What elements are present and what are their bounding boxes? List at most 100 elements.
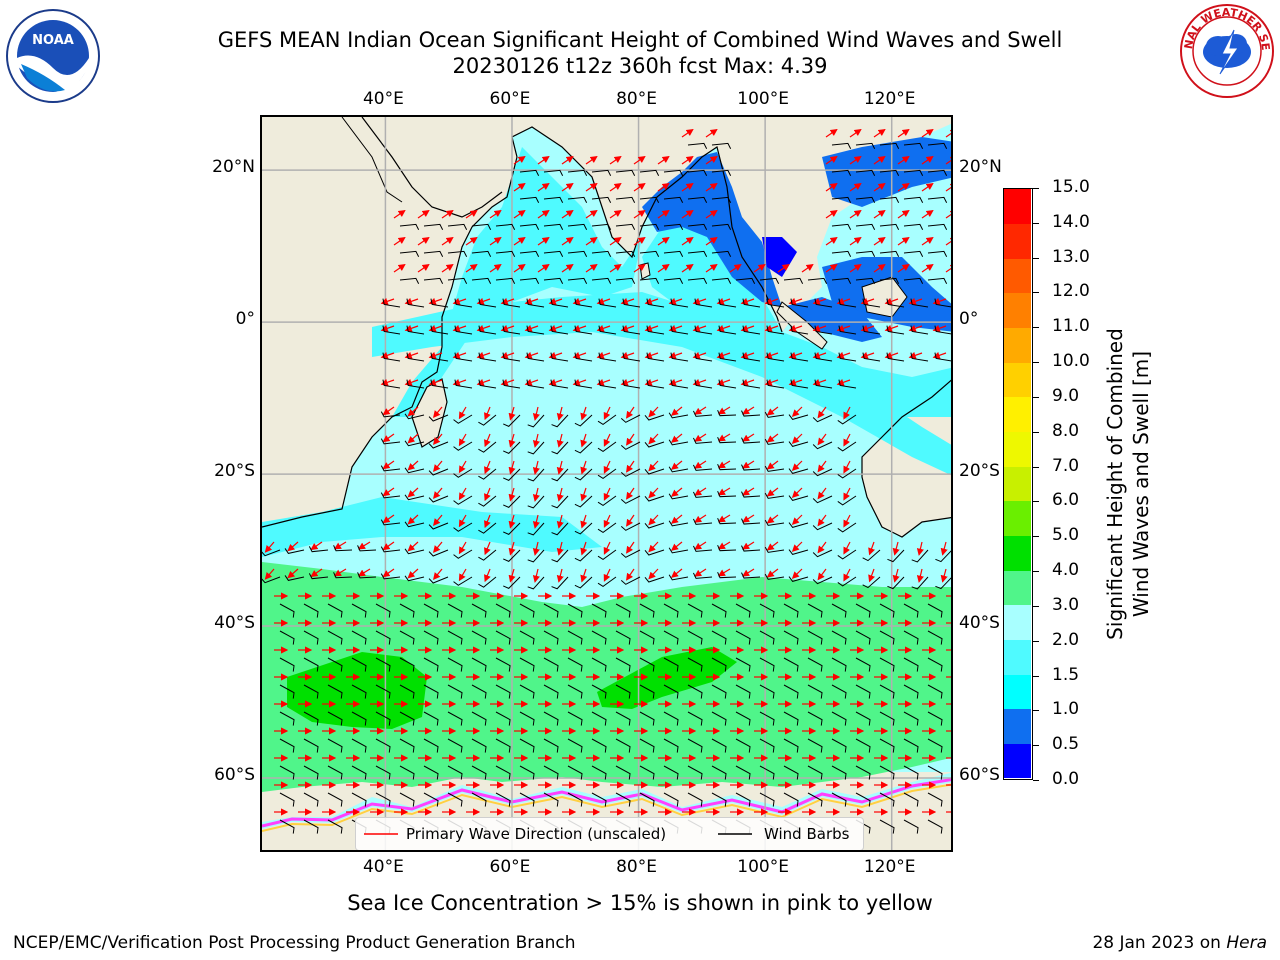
wave-direction-arrow xyxy=(484,406,491,421)
wind-barb xyxy=(837,495,857,506)
wind-barb xyxy=(692,545,713,552)
wind-barb xyxy=(382,325,401,335)
wind-barb xyxy=(404,413,425,420)
wind-barb xyxy=(543,684,559,699)
wave-direction-arrow xyxy=(626,541,635,554)
wave-direction-arrow xyxy=(717,487,731,496)
wave-direction-arrow xyxy=(868,541,875,556)
wind-barb xyxy=(543,738,559,753)
wind-barb xyxy=(622,298,641,308)
noaa-logo: NOAA xyxy=(6,9,100,103)
wind-barb xyxy=(670,298,689,308)
wave-direction-arrow xyxy=(626,487,635,500)
wave-direction-arrow xyxy=(357,541,371,550)
wind-barb xyxy=(790,325,809,335)
wave-direction-arrow xyxy=(849,263,862,273)
wind-barb xyxy=(303,765,319,780)
wave-direction-arrow xyxy=(537,182,550,192)
wave-direction-arrow xyxy=(791,460,803,471)
colorbar-tick-mark xyxy=(1033,571,1039,573)
wind-barb xyxy=(694,325,713,335)
wind-barb xyxy=(598,379,617,389)
lon-tick-label: 40°E xyxy=(362,857,404,877)
wind-barb xyxy=(430,298,449,308)
wind-barb xyxy=(952,793,953,807)
wave-direction-arrow xyxy=(287,541,299,552)
wind-barb xyxy=(639,738,655,753)
lon-tick-label: 80°E xyxy=(616,857,657,877)
wind-barb xyxy=(639,792,655,807)
wind-barb xyxy=(279,603,295,618)
wind-barb xyxy=(911,549,929,563)
wave-direction-arrow xyxy=(417,209,430,219)
wind-barb xyxy=(495,603,511,618)
wind-barb xyxy=(591,765,607,780)
wave-direction-arrow xyxy=(843,487,851,501)
wind-barb xyxy=(855,738,871,753)
wind-barb xyxy=(735,765,751,780)
wind-barb xyxy=(495,684,511,699)
wind-barb xyxy=(380,492,401,499)
wave-direction-arrow xyxy=(407,541,419,552)
colorbar-segment xyxy=(1004,189,1031,225)
wind-barb xyxy=(735,630,751,645)
wind-barb xyxy=(375,738,391,753)
wave-direction-arrow xyxy=(417,263,430,273)
wind-barb xyxy=(807,603,823,618)
wave-direction-arrow xyxy=(825,263,838,273)
wind-barb xyxy=(597,576,617,587)
wave-direction-arrow xyxy=(849,236,862,246)
wind-barb xyxy=(550,352,569,362)
lat-tick-label: 20°N xyxy=(959,157,1002,178)
wind-barb xyxy=(692,410,713,417)
wind-barb xyxy=(430,379,449,389)
wave-direction-arrow xyxy=(873,263,886,273)
wind-barb xyxy=(879,630,895,645)
wave-direction-arrow xyxy=(717,568,731,577)
wind-barb xyxy=(478,549,497,561)
wind-barb xyxy=(855,630,871,645)
wind-barb xyxy=(663,765,679,780)
coastline-madagascar xyxy=(411,378,448,448)
wind-barb xyxy=(279,819,295,834)
wave-direction-arrow xyxy=(945,182,951,192)
wind-barb xyxy=(670,352,689,362)
wind-barb xyxy=(574,468,593,481)
map-panel[interactable]: Primary Wave Direction (unscaled) Wind B… xyxy=(260,115,953,852)
wind-barb xyxy=(903,169,924,176)
wind-barb xyxy=(527,441,545,455)
colorbar-tick-mark xyxy=(1033,431,1039,433)
wave-direction-arrow xyxy=(705,209,718,219)
wind-barb xyxy=(567,711,583,726)
wave-direction-arrow xyxy=(433,514,443,526)
wind-barb xyxy=(380,573,401,580)
wave-direction-arrow xyxy=(897,209,910,219)
wind-barb xyxy=(741,410,761,417)
wind-barb xyxy=(855,603,871,618)
wind-barb xyxy=(380,519,401,526)
wave-direction-arrow xyxy=(729,263,742,273)
wind-barb xyxy=(597,549,617,560)
wave-direction-arrow xyxy=(580,406,588,421)
wind-barb xyxy=(423,765,439,780)
wind-barb xyxy=(615,711,631,726)
wind-barb xyxy=(663,603,679,618)
lat-tick-label: 20°S xyxy=(214,461,255,482)
colorbar-tick-label: 12.0 xyxy=(1052,281,1090,302)
wind-barb xyxy=(711,277,732,284)
wind-barb xyxy=(668,466,689,473)
lon-tick-label: 100°E xyxy=(737,89,789,109)
wave-direction-arrow xyxy=(382,487,395,497)
wind-barb xyxy=(327,684,343,699)
wave-direction-arrow xyxy=(817,568,827,581)
wind-barb xyxy=(837,522,857,533)
wave-direction-arrow xyxy=(921,155,934,165)
wind-barb xyxy=(620,549,641,558)
wind-barb xyxy=(646,352,665,362)
wave-direction-arrow xyxy=(441,236,454,246)
wave-direction-arrow xyxy=(561,263,574,273)
wind-barb xyxy=(620,495,641,504)
wave-direction-arrow xyxy=(843,460,851,474)
wind-barb xyxy=(357,572,377,579)
wind-barb xyxy=(692,491,713,498)
